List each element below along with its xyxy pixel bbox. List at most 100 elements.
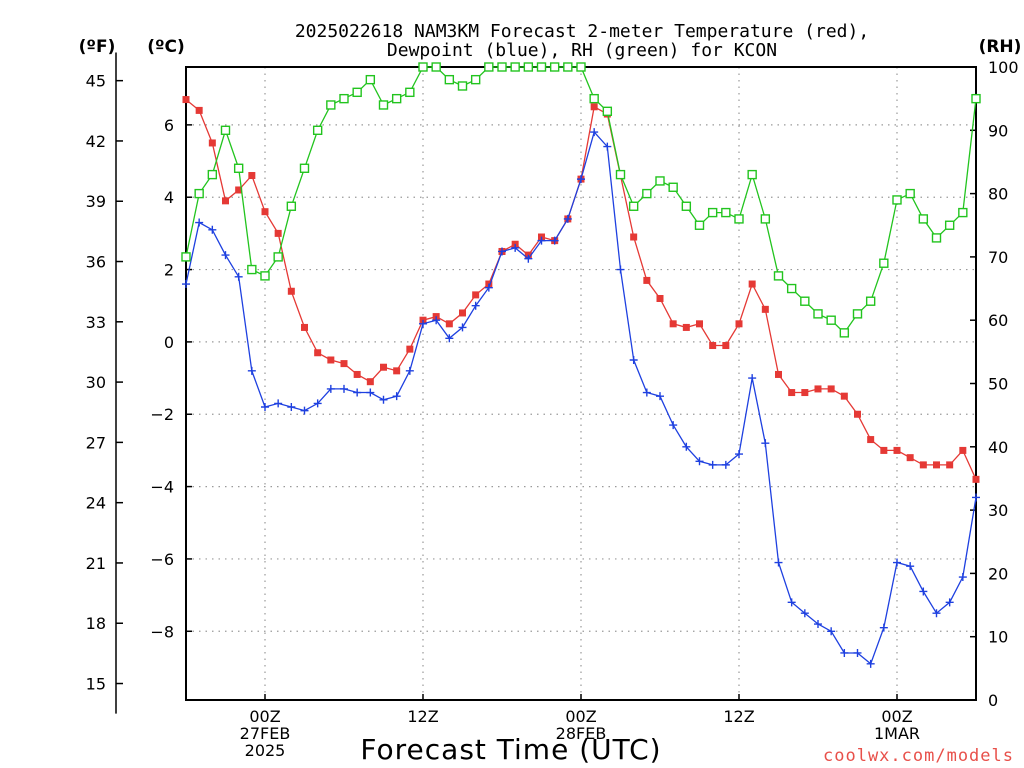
dewpoint-point	[814, 620, 822, 629]
dewpoint-point	[735, 450, 743, 459]
rh-point	[931, 233, 942, 243]
temperature-point	[287, 287, 295, 295]
rh-point	[312, 125, 323, 136]
temperature-point	[840, 392, 848, 400]
rh-point	[484, 62, 494, 72]
temperature-point	[946, 461, 954, 469]
tick-labels: 1518212427303336394245−8−6−4−20246010203…	[86, 58, 1019, 760]
temperature-point	[906, 454, 914, 462]
dewpoint-point	[800, 609, 809, 618]
dewpoint-point	[313, 399, 322, 408]
rh-point	[194, 188, 204, 199]
temperature-point	[459, 309, 466, 317]
temperature-point	[222, 197, 229, 205]
dewpoint-point	[221, 251, 230, 260]
dewpoint-point	[405, 366, 414, 375]
rh-point	[958, 207, 968, 218]
celsius-tick-label: −6	[150, 550, 174, 569]
dewpoint-point	[695, 457, 704, 466]
temperature-point	[919, 461, 927, 469]
dewpoint-point	[366, 388, 375, 397]
rh-point	[681, 201, 692, 211]
rh-point	[536, 62, 547, 72]
dewpoint-point	[629, 355, 638, 364]
dewpoint-point	[616, 265, 625, 274]
celsius-tick-label: 6	[164, 116, 174, 135]
rh-tick-label: 20	[988, 564, 1008, 583]
dewpoint-point	[484, 283, 493, 292]
rh-point	[497, 62, 507, 72]
rh-point	[721, 207, 731, 218]
temperature-point	[669, 320, 677, 328]
chart-title-line1: 2025022618 NAM3KM Forecast 2-meter Tempe…	[295, 21, 869, 42]
dewpoint-point	[853, 648, 862, 657]
rh-series	[181, 62, 981, 338]
rh-point	[628, 201, 639, 211]
fahrenheit-tick-label: 42	[86, 132, 106, 151]
dewpoint-point	[787, 598, 796, 607]
dewpoint-point	[932, 609, 941, 618]
dewpoint-point	[708, 460, 717, 469]
dewpoint-point	[524, 254, 533, 263]
temperature-point	[735, 320, 743, 328]
dewpoint-point	[471, 301, 480, 310]
temperature-point	[801, 389, 809, 397]
rh-point	[444, 74, 455, 85]
fahrenheit-tick-label: 15	[86, 675, 106, 694]
temperature-point	[314, 349, 322, 357]
rh-tick-label: 100	[988, 58, 1019, 77]
dewpoint-point	[274, 399, 283, 408]
temperature-point	[353, 370, 361, 378]
temperature-point	[893, 446, 901, 454]
dewpoint-point	[498, 247, 506, 256]
dewpoint-point	[445, 334, 454, 343]
rh-point	[852, 309, 863, 319]
rh-point	[247, 264, 257, 275]
rh-point	[734, 214, 744, 224]
rh-axis-label: (RH)	[979, 37, 1022, 57]
celsius-tick-label: 4	[164, 188, 174, 207]
dewpoint-point	[972, 493, 980, 502]
temperature-point	[208, 139, 216, 147]
temperature-point	[709, 342, 717, 350]
rh-point	[892, 195, 902, 205]
rh-point	[944, 220, 955, 230]
temperature-point	[761, 305, 769, 313]
temperature-point	[696, 320, 703, 328]
rh-tick-label: 60	[988, 311, 1008, 330]
x-tick-label: 1MAR	[874, 724, 920, 743]
temperature-point	[854, 410, 861, 418]
dewpoint-point	[287, 403, 296, 412]
temperature-point	[195, 106, 203, 114]
rh-tick-label: 70	[988, 248, 1008, 267]
temperature-point	[380, 363, 387, 371]
temperature-point	[827, 385, 835, 393]
temperature-point	[880, 446, 888, 454]
rh-point	[470, 74, 481, 85]
rh-tick-label: 10	[988, 628, 1008, 647]
x-tick-label: 27FEB	[240, 724, 291, 743]
dewpoint-point	[656, 392, 664, 401]
rh-point	[260, 271, 270, 281]
temperature-point	[366, 378, 374, 386]
dewpoint-point	[590, 128, 599, 137]
rh-point	[181, 252, 191, 262]
source-credit: coolwx.com/models	[823, 746, 1014, 766]
celsius-tick-label: −2	[150, 405, 174, 424]
temperature-point	[393, 367, 401, 375]
celsius-tick-label: −4	[150, 478, 174, 497]
temperature-point	[274, 229, 282, 237]
rh-point	[510, 62, 520, 72]
temperature-point	[630, 233, 638, 241]
temperature-point	[590, 103, 598, 111]
temperature-point	[301, 323, 308, 331]
rh-tick-label: 50	[988, 375, 1008, 394]
temperature-point	[722, 342, 730, 350]
rh-point	[655, 176, 665, 186]
dewpoint-point	[182, 280, 190, 289]
fahrenheit-tick-label: 39	[86, 192, 106, 211]
rh-tick-label: 80	[988, 185, 1008, 204]
dewpoint-point	[669, 421, 678, 430]
dewpoint-point	[195, 218, 204, 227]
dewpoint-point	[879, 623, 888, 632]
